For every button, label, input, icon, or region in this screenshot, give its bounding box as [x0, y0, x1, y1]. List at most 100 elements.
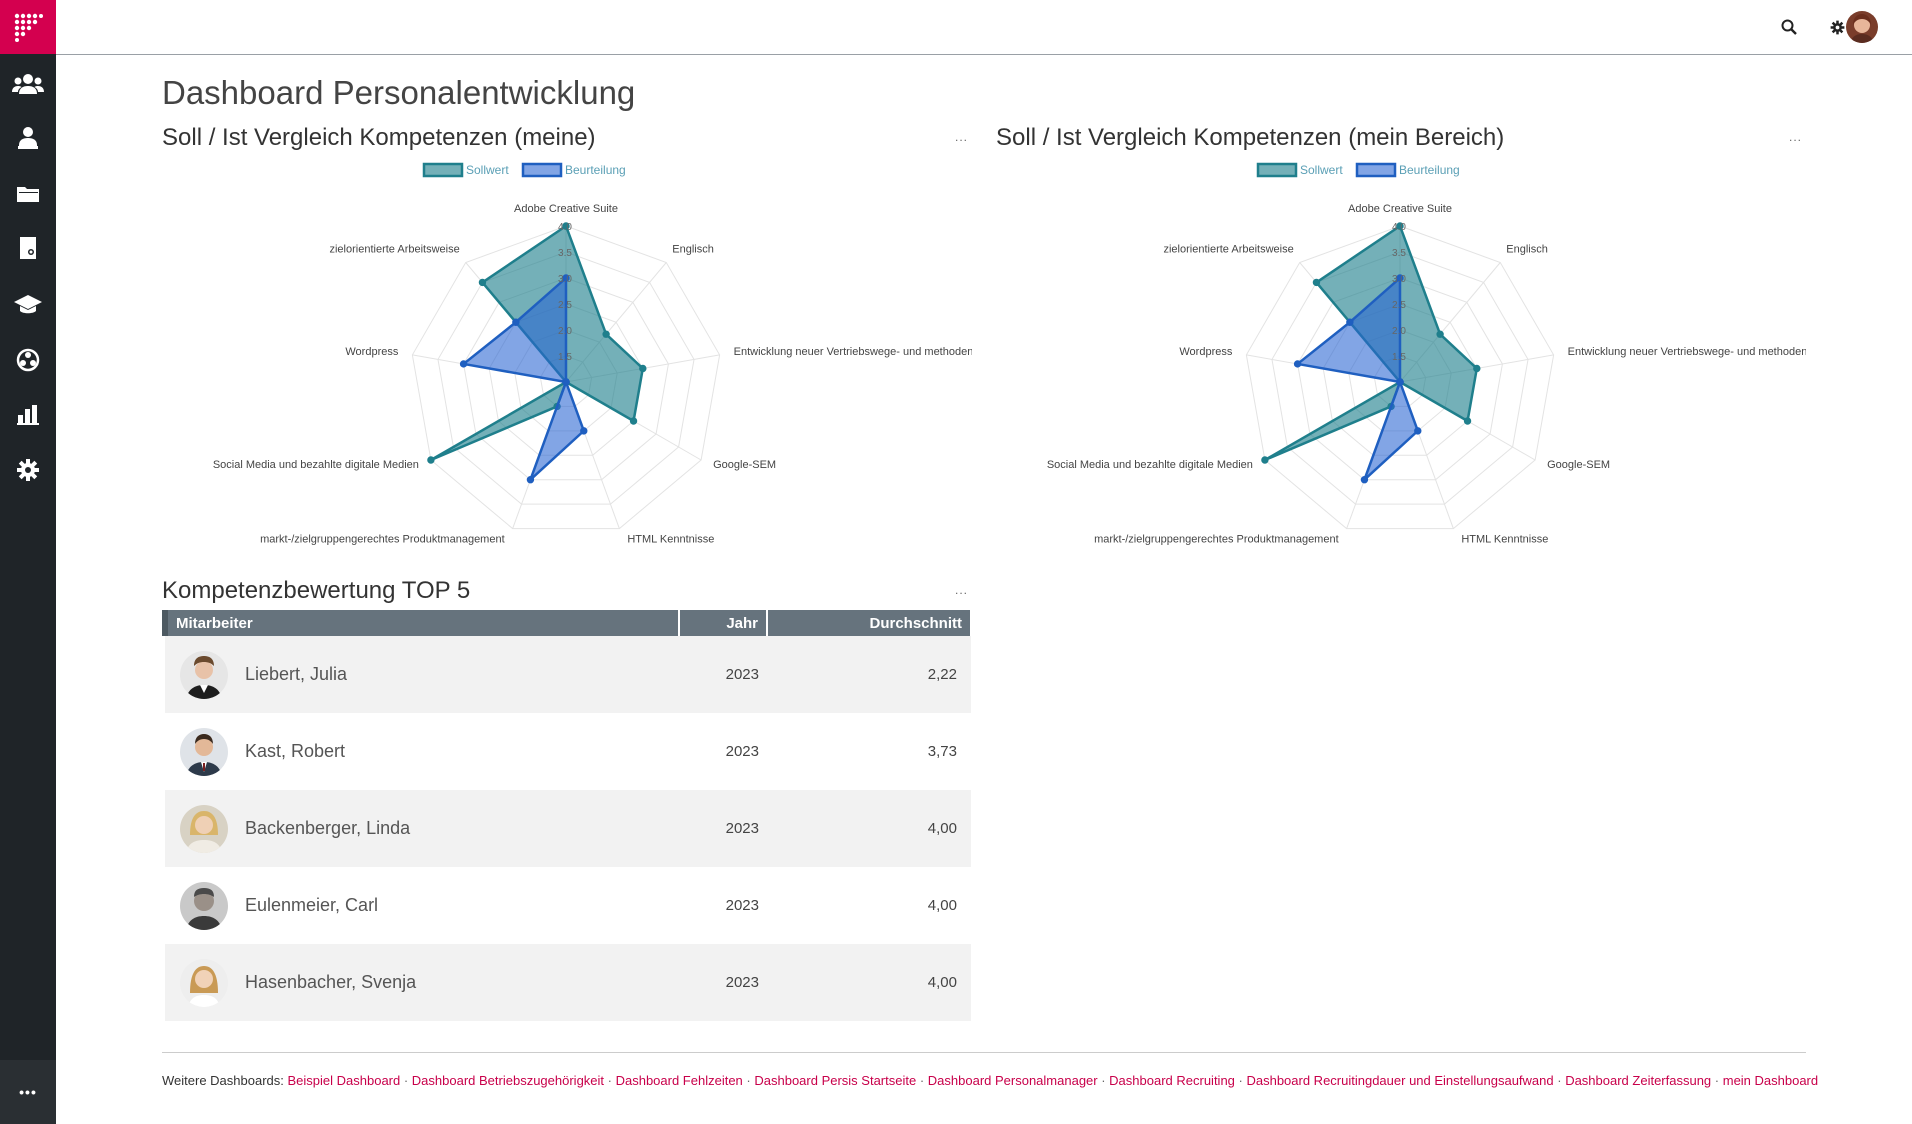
legend-label-1[interactable]: Beurteilung [1399, 163, 1460, 177]
data-point[interactable] [1414, 427, 1422, 435]
grid-ring [1297, 277, 1503, 481]
employee-avatar [180, 727, 228, 776]
category-label: Social Media und bezahlte digitale Medie… [213, 459, 419, 471]
grid-ring [411, 225, 721, 530]
data-point[interactable] [1396, 274, 1404, 282]
employee-avatar [180, 881, 228, 930]
column-header-employee[interactable]: Mitarbeiter [162, 610, 680, 636]
sidebar-item-team[interactable] [0, 64, 56, 104]
column-header-average[interactable]: Durchschnitt [767, 610, 972, 636]
employee-name[interactable]: Hasenbacher, Svenja [245, 972, 417, 992]
legend-label-1[interactable]: Beurteilung [565, 163, 626, 177]
footer-link-beispiel[interactable]: Beispiel Dashboard [287, 1073, 401, 1088]
data-point[interactable] [1360, 476, 1369, 484]
footer-link-personalmanager[interactable]: Dashboard Personalmanager [927, 1073, 1098, 1088]
top5-menu[interactable]: ... [955, 583, 969, 597]
employee-name[interactable]: Backenberger, Linda [245, 818, 411, 838]
network-icon [16, 348, 40, 372]
chart-title-area: Soll / Ist Vergleich Kompetenzen (mein B… [996, 124, 1505, 151]
data-point[interactable] [1396, 222, 1404, 230]
data-point[interactable] [580, 427, 588, 435]
footer-link-fehlzeiten[interactable]: Dashboard Fehlzeiten [615, 1073, 743, 1088]
table-row[interactable]: Liebert, Julia 2023 2,22 [165, 636, 971, 713]
data-point[interactable] [1436, 330, 1444, 338]
footer-link-betriebszugehoerigkeit[interactable]: Dashboard Betriebszugehörigkeit [411, 1073, 605, 1088]
top-bar [56, 0, 1912, 55]
table-row[interactable]: Eulenmeier, Carl 2023 4,00 [165, 867, 971, 944]
employee-name[interactable]: Liebert, Julia [245, 664, 348, 684]
employee-average: 3,73 [767, 713, 971, 790]
data-point[interactable] [602, 330, 610, 338]
settings-button[interactable] [1824, 14, 1850, 40]
grid-ring [437, 251, 695, 505]
data-point[interactable] [1346, 318, 1354, 326]
more-menu-button[interactable]: ••• [0, 1060, 56, 1124]
employee-average: 4,00 [767, 867, 971, 944]
radial-tick-label: 1.5 [558, 352, 572, 363]
sidebar-item-people[interactable] [0, 118, 56, 158]
category-label: zielorientierte Arbeitsweise [329, 243, 459, 255]
footer-link-recruitingdauer[interactable]: Dashboard Recruitingdauer und Einstellun… [1246, 1073, 1554, 1088]
data-point[interactable] [562, 274, 570, 282]
table-row[interactable]: Backenberger, Linda 2023 4,00 [165, 790, 971, 867]
data-point[interactable] [1312, 278, 1321, 287]
chart-menu-mine[interactable]: ... [955, 130, 969, 144]
sidebar-item-network[interactable] [0, 340, 56, 380]
legend-swatch-0[interactable] [422, 162, 464, 178]
column-header-year[interactable]: Jahr [679, 610, 768, 636]
data-point[interactable] [478, 278, 487, 287]
table-row[interactable]: Kast, Robert 2023 3,73 [165, 713, 971, 790]
radial-tick-label: 2.5 [1392, 300, 1406, 311]
sidebar-item-documents[interactable] [0, 228, 56, 268]
data-point[interactable] [459, 360, 468, 368]
data-point[interactable] [562, 378, 570, 386]
app-logo[interactable] [0, 0, 56, 54]
radial-tick-label: 4.0 [1392, 222, 1406, 233]
legend-swatch-0[interactable] [1256, 162, 1298, 178]
footer: Weitere Dashboards: Beispiel Dashboard ·… [162, 1073, 1819, 1088]
sidebar-item-reports[interactable] [0, 394, 56, 434]
data-point[interactable] [1396, 378, 1404, 386]
radial-tick-label: 2.5 [558, 300, 572, 311]
legend-swatch-1[interactable] [1355, 162, 1397, 178]
data-point[interactable] [427, 456, 435, 464]
category-label: Adobe Creative Suite [1348, 203, 1452, 215]
legend-swatch-1[interactable] [521, 162, 563, 178]
bar-chart-icon [17, 405, 39, 425]
radial-tick-label: 2.0 [558, 326, 572, 337]
data-point[interactable] [512, 318, 520, 326]
employee-name[interactable]: Kast, Robert [245, 741, 346, 761]
table-row[interactable]: Hasenbacher, Svenja 2023 4,00 [165, 944, 971, 1021]
footer-link-persis-startseite[interactable]: Dashboard Persis Startseite [754, 1073, 917, 1088]
search-button[interactable] [1776, 14, 1802, 40]
top5-title: Kompetenzbewertung TOP 5 [162, 577, 471, 604]
footer-link-mein-dashboard[interactable]: mein Dashboard [1722, 1073, 1819, 1088]
document-icon [20, 237, 36, 259]
category-label: zielorientierte Arbeitsweise [1163, 243, 1293, 255]
sidebar-item-settings[interactable] [0, 450, 56, 490]
data-point[interactable] [1293, 360, 1302, 368]
chart-menu-area[interactable]: ... [1789, 130, 1803, 144]
data-point[interactable] [1463, 417, 1472, 425]
series-area-1 [462, 276, 586, 481]
radial-tick-label: 3.0 [1392, 274, 1406, 285]
data-point[interactable] [1473, 364, 1481, 373]
data-point[interactable] [639, 364, 647, 373]
sidebar-item-files[interactable] [0, 174, 56, 214]
category-label: Englisch [672, 243, 714, 255]
sidebar: ••• [0, 0, 56, 1124]
sidebar-item-training[interactable] [0, 284, 56, 324]
footer-link-recruiting[interactable]: Dashboard Recruiting [1109, 1073, 1235, 1088]
chart-legend: Sollwert Beurteilung [422, 162, 626, 178]
data-point[interactable] [629, 417, 638, 425]
legend-label-0[interactable]: Sollwert [466, 163, 509, 177]
user-avatar[interactable] [1846, 11, 1878, 43]
category-label: Wordpress [1179, 346, 1232, 358]
data-point[interactable] [526, 476, 535, 484]
footer-link-zeiterfassung[interactable]: Dashboard Zeiterfassung [1565, 1073, 1712, 1088]
data-point[interactable] [562, 222, 570, 230]
grid-ring [1271, 251, 1529, 505]
legend-label-0[interactable]: Sollwert [1300, 163, 1343, 177]
employee-name[interactable]: Eulenmeier, Carl [245, 895, 379, 915]
data-point[interactable] [1261, 456, 1269, 464]
